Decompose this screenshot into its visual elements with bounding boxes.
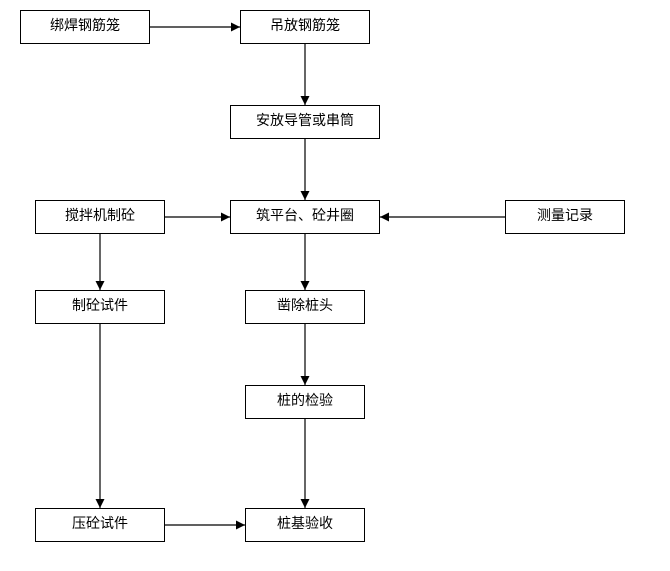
node-pile-acceptance: 桩基验收 — [245, 508, 365, 542]
node-label: 桩基验收 — [277, 517, 333, 534]
flowchart-stage: 绑焊钢筋笼 吊放钢筋笼 安放导管或串筒 搅拌机制砼 筑平台、砼井圈 测量记录 制… — [0, 0, 670, 571]
node-mixer-concrete: 搅拌机制砼 — [35, 200, 165, 234]
node-label: 搅拌机制砼 — [65, 209, 135, 226]
node-survey-record: 测量记录 — [505, 200, 625, 234]
node-label: 压砼试件 — [72, 517, 128, 534]
node-label: 测量记录 — [537, 209, 593, 226]
node-platform-ring: 筑平台、砼井圈 — [230, 200, 380, 234]
node-label: 桩的检验 — [277, 394, 333, 411]
node-pile-inspection: 桩的检验 — [245, 385, 365, 419]
node-bind-weld-cage: 绑焊钢筋笼 — [20, 10, 150, 44]
edges-layer — [0, 0, 670, 571]
node-label: 绑焊钢筋笼 — [50, 19, 120, 36]
node-compress-specimen: 压砼试件 — [35, 508, 165, 542]
node-place-tremie: 安放导管或串筒 — [230, 105, 380, 139]
node-lower-cage: 吊放钢筋笼 — [240, 10, 370, 44]
node-chisel-head: 凿除桩头 — [245, 290, 365, 324]
node-label: 安放导管或串筒 — [256, 114, 354, 131]
node-test-piece: 制砼试件 — [35, 290, 165, 324]
node-label: 筑平台、砼井圈 — [256, 209, 354, 226]
node-label: 制砼试件 — [72, 299, 128, 316]
node-label: 凿除桩头 — [277, 299, 333, 316]
node-label: 吊放钢筋笼 — [270, 19, 340, 36]
